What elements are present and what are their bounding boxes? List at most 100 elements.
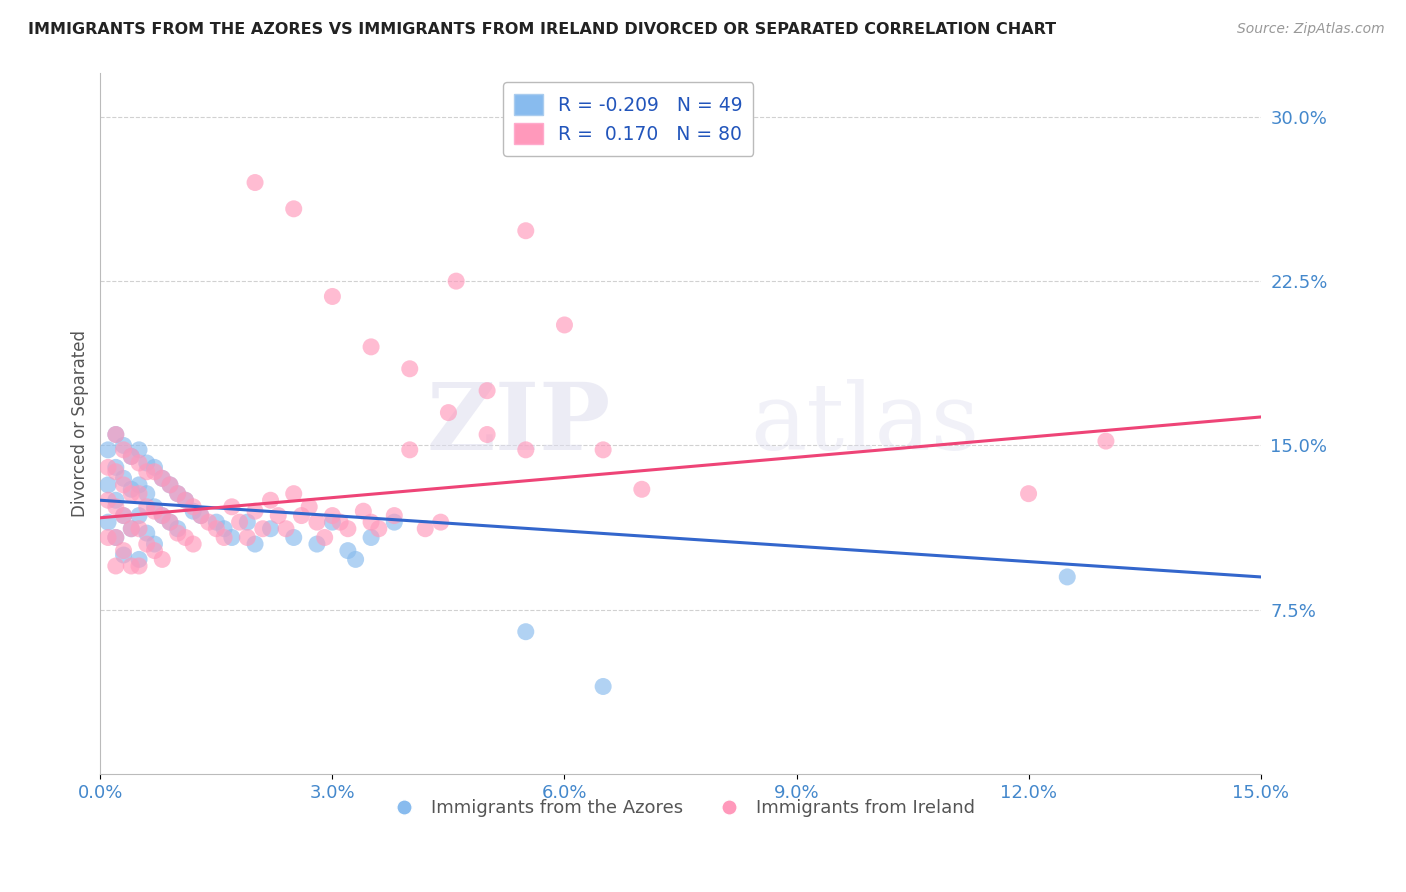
Point — [321, 515, 343, 529]
Point — [181, 500, 204, 514]
Point — [128, 508, 150, 523]
Point — [104, 460, 127, 475]
Point — [283, 531, 305, 545]
Point — [274, 522, 297, 536]
Point — [221, 531, 243, 545]
Point — [166, 486, 188, 500]
Point — [344, 552, 367, 566]
Point — [104, 427, 127, 442]
Point — [143, 504, 166, 518]
Point — [97, 531, 120, 545]
Point — [592, 680, 614, 694]
Point — [515, 224, 537, 238]
Point — [221, 500, 243, 514]
Point — [298, 500, 321, 514]
Point — [159, 515, 181, 529]
Point — [197, 515, 219, 529]
Point — [367, 522, 389, 536]
Point — [212, 531, 235, 545]
Point — [150, 508, 173, 523]
Point — [205, 515, 228, 529]
Point — [97, 478, 120, 492]
Point — [128, 478, 150, 492]
Point — [336, 522, 359, 536]
Point — [360, 531, 382, 545]
Point — [413, 522, 436, 536]
Point — [143, 537, 166, 551]
Text: ZIP: ZIP — [426, 378, 610, 468]
Point — [475, 427, 498, 442]
Point — [143, 543, 166, 558]
Point — [243, 504, 266, 518]
Point — [128, 486, 150, 500]
Legend: Immigrants from the Azores, Immigrants from Ireland: Immigrants from the Azores, Immigrants f… — [380, 792, 981, 825]
Point — [112, 471, 135, 485]
Point — [104, 493, 127, 508]
Point — [243, 176, 266, 190]
Point — [305, 515, 328, 529]
Point — [437, 406, 460, 420]
Point — [236, 531, 259, 545]
Point — [120, 450, 142, 464]
Point — [267, 508, 290, 523]
Point — [228, 515, 250, 529]
Text: atlas: atlas — [751, 378, 980, 468]
Point — [104, 500, 127, 514]
Point — [212, 522, 235, 536]
Point — [135, 456, 157, 470]
Text: IMMIGRANTS FROM THE AZORES VS IMMIGRANTS FROM IRELAND DIVORCED OR SEPARATED CORR: IMMIGRANTS FROM THE AZORES VS IMMIGRANTS… — [28, 22, 1056, 37]
Point — [259, 493, 281, 508]
Point — [112, 548, 135, 562]
Point — [305, 537, 328, 551]
Point — [135, 500, 157, 514]
Point — [135, 486, 157, 500]
Point — [120, 522, 142, 536]
Point — [150, 471, 173, 485]
Point — [174, 493, 197, 508]
Point — [515, 624, 537, 639]
Point — [112, 508, 135, 523]
Point — [128, 552, 150, 566]
Point — [444, 274, 467, 288]
Point — [314, 531, 336, 545]
Point — [398, 442, 420, 457]
Point — [143, 500, 166, 514]
Point — [174, 531, 197, 545]
Point — [321, 508, 343, 523]
Point — [190, 508, 212, 523]
Point — [128, 522, 150, 536]
Point — [174, 493, 197, 508]
Point — [592, 442, 614, 457]
Point — [321, 289, 343, 303]
Point — [166, 486, 188, 500]
Point — [159, 515, 181, 529]
Point — [1095, 434, 1118, 448]
Point — [150, 508, 173, 523]
Point — [159, 478, 181, 492]
Point — [143, 460, 166, 475]
Point — [290, 508, 312, 523]
Point — [360, 515, 382, 529]
Point — [360, 340, 382, 354]
Point — [97, 442, 120, 457]
Point — [150, 552, 173, 566]
Point — [104, 558, 127, 573]
Point — [128, 442, 150, 457]
Point — [150, 471, 173, 485]
Point — [120, 450, 142, 464]
Point — [112, 478, 135, 492]
Point — [135, 526, 157, 541]
Point — [181, 504, 204, 518]
Point — [190, 508, 212, 523]
Point — [128, 558, 150, 573]
Point — [336, 543, 359, 558]
Point — [398, 361, 420, 376]
Point — [382, 515, 405, 529]
Point — [97, 515, 120, 529]
Point — [259, 522, 281, 536]
Point — [243, 537, 266, 551]
Point — [135, 465, 157, 479]
Point — [120, 558, 142, 573]
Point — [236, 515, 259, 529]
Point — [283, 486, 305, 500]
